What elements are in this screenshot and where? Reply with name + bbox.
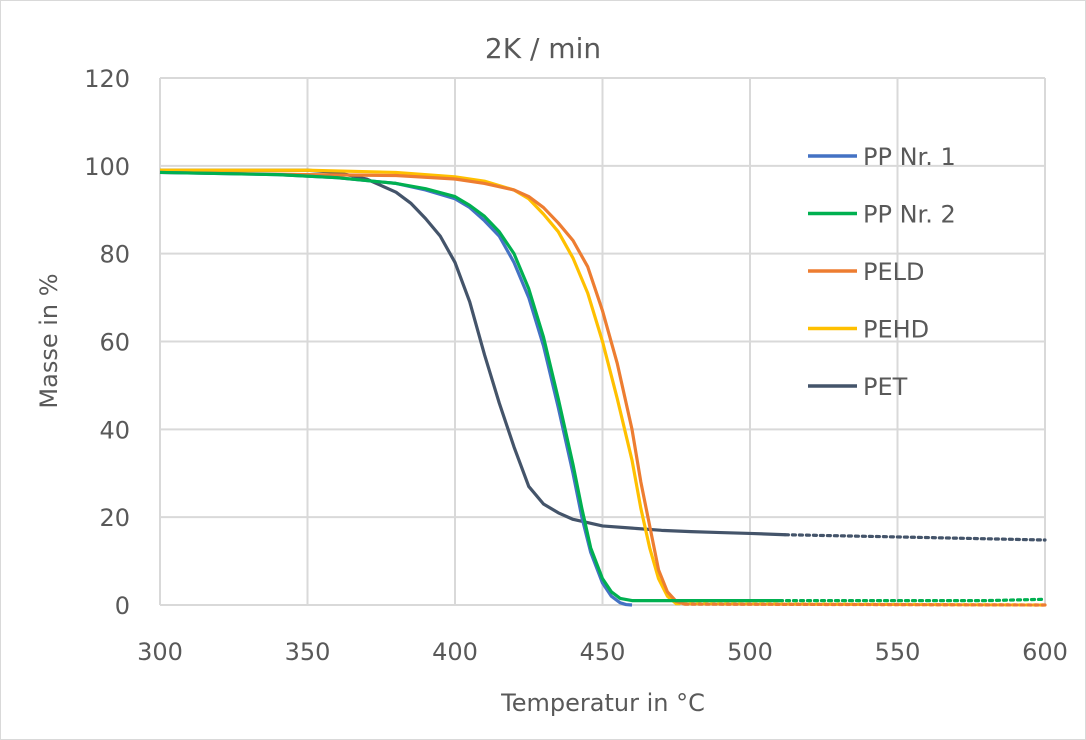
series-line-dotted-pet [783,533,1047,542]
x-tick-label: 600 [1022,638,1068,666]
legend-item-pehd: PEHD [808,316,929,344]
series-line-pet [160,168,786,537]
x-tick-label: 550 [875,638,921,666]
series-lines [159,168,1047,607]
x-axis-title: Temperatur in °C [500,689,705,717]
x-tick-label: 400 [432,638,478,666]
legend-item-pp-nr-1: PP Nr. 1 [808,143,956,171]
y-tick-label: 80 [99,241,130,269]
legend-item-pp-nr-2: PP Nr. 2 [808,201,956,229]
y-tick-label: 120 [84,65,130,93]
series-line-pp-nr-2 [159,170,780,603]
x-tick-label: 300 [137,638,183,666]
series-line-pehd [160,168,678,605]
series-line-peld [159,170,686,606]
x-tick-label: 450 [580,638,626,666]
chart-title: 2K / min [485,32,601,65]
legend-item-peld: PELD [808,258,925,286]
x-tick-label: 350 [285,638,331,666]
x-tick-label: 500 [727,638,773,666]
y-tick-label: 20 [99,504,130,532]
legend-label: PELD [863,258,925,286]
y-tick-label: 40 [99,416,130,444]
legend-label: PP Nr. 1 [863,143,956,171]
y-axis-title: Masse in % [35,273,63,408]
series-line-dotted-pp-nr-2 [777,597,1047,603]
legend-label: PP Nr. 2 [863,201,956,229]
legend-label: PEHD [863,316,929,344]
y-tick-label: 100 [84,153,130,181]
legend: PP Nr. 1 PP Nr. 2 PELD PEHD PET [808,143,956,401]
y-axis-ticks: 0 20 40 60 80 100 120 [84,65,130,620]
legend-label: PET [863,373,908,401]
x-axis-ticks: 300 350 400 450 500 550 600 [137,638,1068,666]
legend-item-pet: PET [808,373,908,401]
series-line-dotted-peld [683,602,1047,607]
y-tick-label: 0 [115,592,130,620]
y-tick-label: 60 [99,329,130,357]
